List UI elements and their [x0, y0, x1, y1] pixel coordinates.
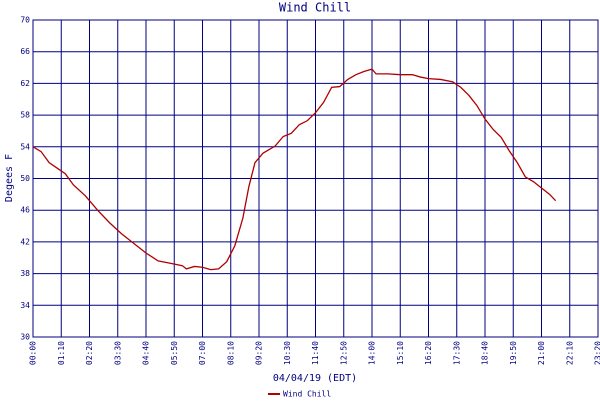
x-tick-label: 17:30: [452, 341, 461, 365]
x-tick-label: 10:30: [283, 341, 292, 365]
x-tick-label: 02:20: [85, 341, 94, 365]
x-tick-label: 23:20: [594, 341, 600, 365]
x-tick-label: 05:50: [170, 341, 179, 365]
x-tick-label: 11:40: [311, 341, 320, 365]
x-tick-label: 07:00: [198, 341, 207, 365]
x-tick-label: 18:40: [481, 341, 490, 365]
y-tick-label: 46: [20, 206, 30, 215]
y-axis-label: Degees F: [4, 154, 15, 202]
y-tick-label: 54: [20, 142, 30, 151]
y-tick-label: 70: [20, 16, 30, 25]
chart-title: Wind Chill: [279, 1, 351, 15]
y-tick-label: 42: [20, 237, 30, 246]
x-tick-label: 16:20: [424, 341, 433, 365]
x-tick-label: 19:50: [509, 341, 518, 365]
x-tick-label: 03:30: [113, 341, 122, 365]
y-tick-label: 58: [20, 111, 30, 120]
x-tick-label: 22:10: [565, 341, 574, 365]
y-tick-label: 30: [20, 333, 30, 342]
x-tick-label: 08:10: [226, 341, 235, 365]
x-tick-label: 01:10: [57, 341, 66, 365]
y-tick-label: 62: [20, 79, 30, 88]
x-tick-label: 00:00: [29, 341, 38, 365]
y-tick-label: 34: [20, 301, 30, 310]
x-tick-label: 14:00: [368, 341, 377, 365]
x-tick-label: 09:20: [255, 341, 264, 365]
y-tick-label: 50: [20, 174, 30, 183]
x-axis-label: 04/04/19 (EDT): [273, 373, 357, 384]
x-tick-label: 21:00: [537, 341, 546, 365]
x-tick-label: 04:40: [142, 341, 151, 365]
x-tick-label: 12:50: [339, 341, 348, 365]
legend-label: Wind Chill: [283, 390, 331, 399]
y-tick-label: 66: [20, 47, 30, 56]
x-tick-label: 15:10: [396, 341, 405, 365]
y-tick-label: 38: [20, 269, 30, 278]
